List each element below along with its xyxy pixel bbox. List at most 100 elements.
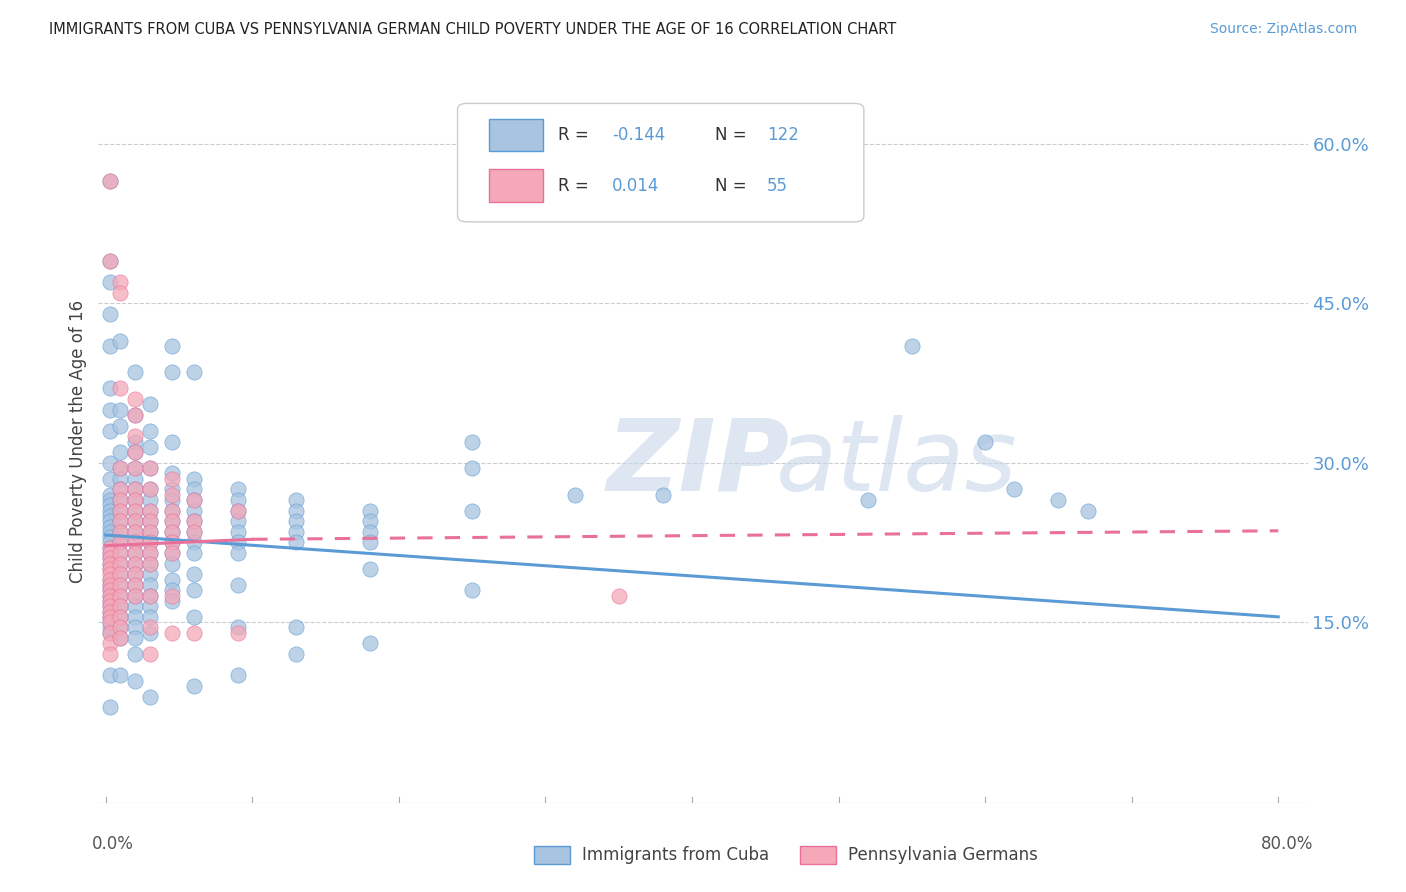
Point: [359, 514, 381, 528]
Point: [124, 366, 146, 380]
Text: Immigrants from Cuba: Immigrants from Cuba: [582, 846, 769, 863]
Point: [138, 647, 160, 661]
Point: [98, 573, 121, 587]
Point: [160, 535, 183, 549]
Point: [98, 381, 121, 395]
Point: [183, 493, 205, 508]
Point: [110, 503, 132, 517]
Point: [98, 541, 121, 555]
Point: [183, 610, 205, 624]
Point: [110, 493, 132, 508]
Point: [285, 535, 308, 549]
Point: [110, 381, 132, 395]
Point: [124, 514, 146, 528]
Point: [124, 445, 146, 459]
Point: [110, 546, 132, 560]
Point: [359, 636, 381, 650]
Point: [98, 668, 121, 682]
Point: [138, 690, 160, 704]
Point: [138, 524, 160, 539]
Point: [160, 594, 183, 608]
Point: [98, 594, 121, 608]
Point: [226, 503, 249, 517]
Text: N =: N =: [716, 177, 752, 194]
Point: [110, 610, 132, 624]
Point: [98, 530, 121, 544]
Point: [124, 461, 146, 475]
Point: [160, 557, 183, 571]
Point: [160, 503, 183, 517]
Point: [98, 573, 121, 587]
Point: [98, 567, 121, 582]
Y-axis label: Child Poverty Under the Age of 16: Child Poverty Under the Age of 16: [69, 300, 87, 583]
Point: [98, 583, 121, 598]
Point: [183, 524, 205, 539]
Point: [98, 546, 121, 560]
Point: [138, 461, 160, 475]
Point: [461, 461, 484, 475]
Point: [110, 578, 132, 592]
Point: [110, 503, 132, 517]
Point: [124, 493, 146, 508]
Point: [98, 519, 121, 533]
Point: [461, 503, 484, 517]
Point: [110, 557, 132, 571]
Point: [160, 573, 183, 587]
Point: [138, 397, 160, 411]
Point: [124, 589, 146, 603]
Point: [226, 546, 249, 560]
Point: [124, 567, 146, 582]
Point: [124, 631, 146, 645]
Point: [461, 583, 484, 598]
Point: [226, 483, 249, 497]
Point: [183, 514, 205, 528]
Point: [138, 440, 160, 454]
Text: 55: 55: [768, 177, 789, 194]
Point: [124, 461, 146, 475]
Point: [124, 578, 146, 592]
Point: [110, 567, 132, 582]
Point: [98, 615, 121, 630]
Point: [124, 546, 146, 560]
Point: [124, 483, 146, 497]
Point: [124, 408, 146, 422]
Point: [98, 424, 121, 438]
Point: [124, 535, 146, 549]
Point: [124, 557, 146, 571]
Point: [285, 514, 308, 528]
Point: [285, 647, 308, 661]
Point: [901, 339, 924, 353]
Point: [285, 493, 308, 508]
Point: [110, 567, 132, 582]
Point: [98, 625, 121, 640]
Point: [110, 461, 132, 475]
Point: [974, 434, 997, 449]
Point: [160, 514, 183, 528]
Point: [138, 610, 160, 624]
Text: Pennsylvania Germans: Pennsylvania Germans: [848, 846, 1038, 863]
Point: [110, 599, 132, 614]
Point: [183, 493, 205, 508]
Point: [138, 483, 160, 497]
Point: [138, 557, 160, 571]
Point: [110, 535, 132, 549]
Point: [138, 514, 160, 528]
Point: [138, 535, 160, 549]
Point: [226, 578, 249, 592]
Point: [138, 483, 160, 497]
Point: [183, 472, 205, 486]
Point: [124, 434, 146, 449]
Point: [183, 583, 205, 598]
Text: ZIP: ZIP: [606, 415, 789, 512]
Point: [98, 562, 121, 576]
Point: [124, 493, 146, 508]
Point: [110, 445, 132, 459]
Text: -0.144: -0.144: [613, 126, 665, 145]
Text: 0.014: 0.014: [613, 177, 659, 194]
Point: [124, 578, 146, 592]
Point: [138, 578, 160, 592]
Point: [98, 551, 121, 566]
Point: [98, 307, 121, 321]
FancyBboxPatch shape: [489, 169, 543, 202]
Point: [1077, 503, 1099, 517]
